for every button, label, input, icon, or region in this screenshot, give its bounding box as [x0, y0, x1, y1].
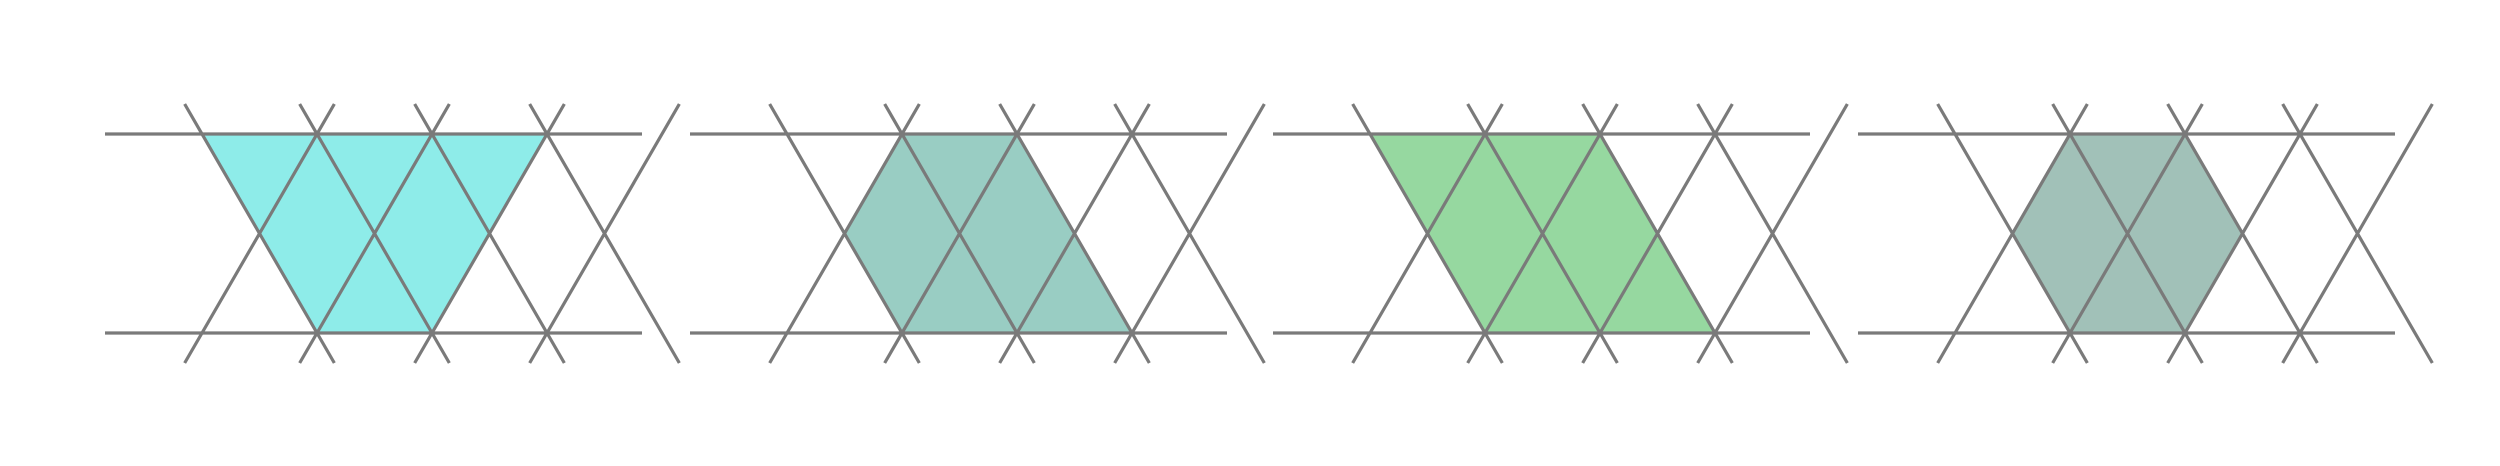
panel-3 — [1273, 103, 1849, 364]
panel-1 — [105, 103, 681, 364]
diagonal-line-ascending — [2281, 103, 2434, 364]
panel-4 — [1858, 103, 2434, 364]
diagonal-line-ascending — [413, 103, 566, 364]
panel-2 — [690, 103, 1266, 364]
diagonal-line-ascending — [528, 103, 681, 364]
diagonal-line-ascending — [1696, 103, 1849, 364]
diagonal-line-ascending — [883, 103, 1036, 364]
diagonal-line-ascending — [1466, 103, 1619, 364]
diagonal-line-ascending — [998, 103, 1151, 364]
diagonal-line-ascending — [768, 103, 921, 364]
diagonal-line-ascending — [2166, 103, 2319, 364]
grid-lines — [1273, 103, 1849, 364]
diagonal-line-ascending — [1351, 103, 1504, 364]
diagonal-line-ascending — [1581, 103, 1734, 364]
diagonal-line-ascending — [2051, 103, 2204, 364]
grid-lines — [1858, 103, 2434, 364]
grid-lines — [690, 103, 1266, 364]
diagonal-line-ascending — [1936, 103, 2089, 364]
diagonal-line-ascending — [183, 103, 336, 364]
diagonal-line-ascending — [298, 103, 451, 364]
shaded-parallelogram — [844, 134, 1132, 333]
grid-lines — [105, 103, 681, 364]
diagonal-line-ascending — [1113, 103, 1266, 364]
